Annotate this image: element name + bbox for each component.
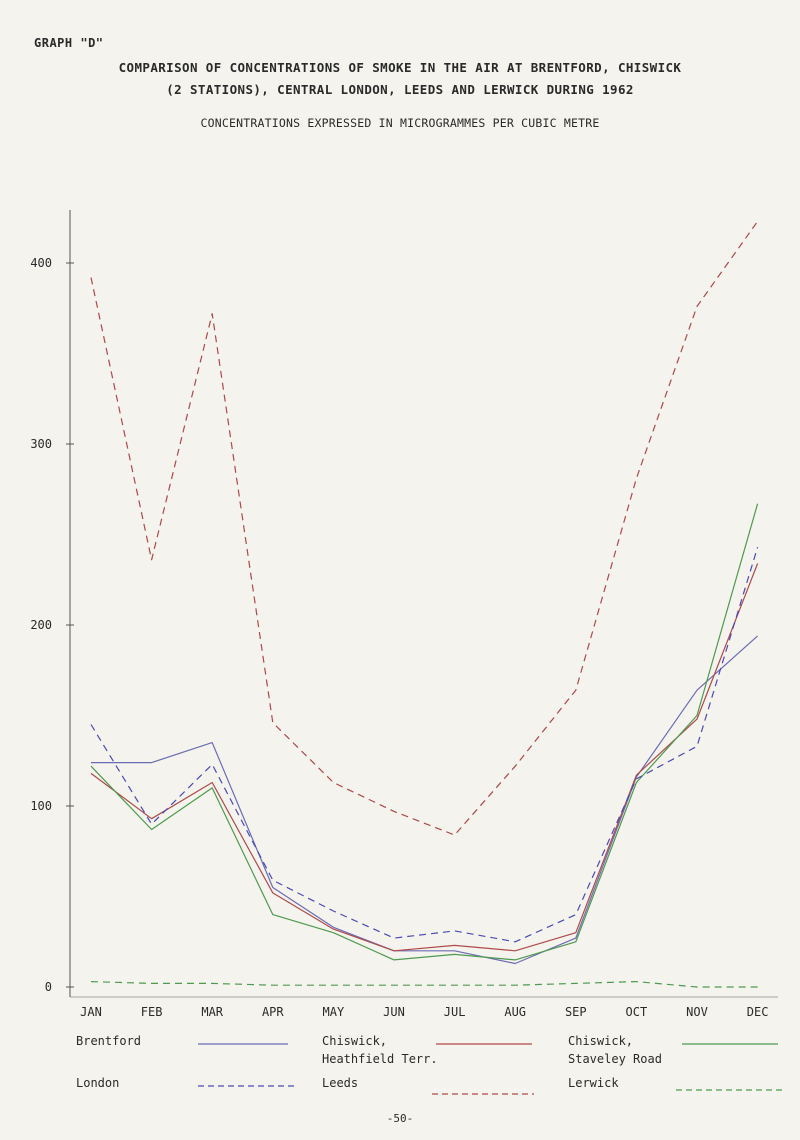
series-line-brentford [91, 635, 759, 965]
chart-subtitle: CONCENTRATIONS EXPRESSED IN MICROGRAMMES… [200, 116, 600, 130]
x-tick-label-oct: OCT [626, 1005, 648, 1019]
chart-title-line1: COMPARISON OF CONCENTRATIONS OF SMOKE IN… [118, 60, 682, 75]
x-tick-label-jul: JUL [444, 1005, 466, 1019]
graph-label: GRAPH "D" [34, 36, 104, 50]
legend-swatch-chiswick-heathfield [436, 1043, 532, 1045]
series-line-leeds [90, 221, 759, 836]
y-tick-label-0: 0 [45, 980, 52, 994]
legend-label-chiswick-staveley: Chiswick, [568, 1034, 634, 1048]
legend-label-lerwick: Lerwick [568, 1076, 619, 1090]
series-line-chiswick-heathfield-terr [90, 563, 759, 952]
legend-swatch-lerwick [676, 1089, 782, 1091]
legend-label-chiswick-heathfield-2: Heathfield Terr. [322, 1052, 438, 1066]
series-layer [90, 221, 759, 988]
x-tick-label-mar: MAR [201, 1005, 223, 1019]
legend-swatch-leeds [432, 1093, 534, 1095]
tick-labels: 0 100 200 300 400 JAN FEB MAR APR MAY JUN JUL AUG SEP… [30, 256, 768, 1019]
legend-label-chiswick-heathfield: Chiswick, [322, 1034, 388, 1048]
legend-swatch-london [198, 1085, 296, 1087]
page-number: -50- [386, 1112, 414, 1125]
x-tick-label-nov: NOV [686, 1005, 708, 1019]
y-tick-label-100: 100 [30, 799, 52, 813]
x-tick-label-sep: SEP [565, 1005, 587, 1019]
series-line-chiswick-staveley-road [90, 503, 759, 961]
series-line-london [90, 547, 759, 943]
legend-label-chiswick-staveley-2: Staveley Road [568, 1052, 662, 1066]
x-tick-label-feb: FEB [141, 1005, 163, 1019]
x-tick-label-jan: JAN [80, 1005, 102, 1019]
x-tick-label-jun: JUN [383, 1005, 405, 1019]
y-tick-label-400: 400 [30, 256, 52, 270]
y-tick-label-300: 300 [30, 437, 52, 451]
x-tick-label-apr: APR [262, 1005, 284, 1019]
y-tick-label-200: 200 [30, 618, 52, 632]
line-chart: 0 100 200 300 400 JAN FEB MAR APR MAY JUN JUL AUG SEP… [30, 210, 778, 1019]
series-line-lerwick [90, 980, 758, 988]
x-tick-label-dec: DEC [747, 1005, 769, 1019]
legend-swatch-brentford [198, 1043, 288, 1045]
legend-label-brentford: Brentford [76, 1034, 142, 1048]
legend-label-london: London [76, 1076, 120, 1090]
legend-swatch-chiswick-staveley [682, 1043, 778, 1045]
x-tick-label-may: MAY [323, 1005, 345, 1019]
chart-title-line2: (2 STATIONS), CENTRAL LONDON, LEEDS AND … [166, 82, 634, 97]
legend-label-leeds: Leeds [322, 1076, 359, 1090]
chart-axes [66, 210, 778, 998]
x-tick-label-aug: AUG [504, 1005, 526, 1019]
